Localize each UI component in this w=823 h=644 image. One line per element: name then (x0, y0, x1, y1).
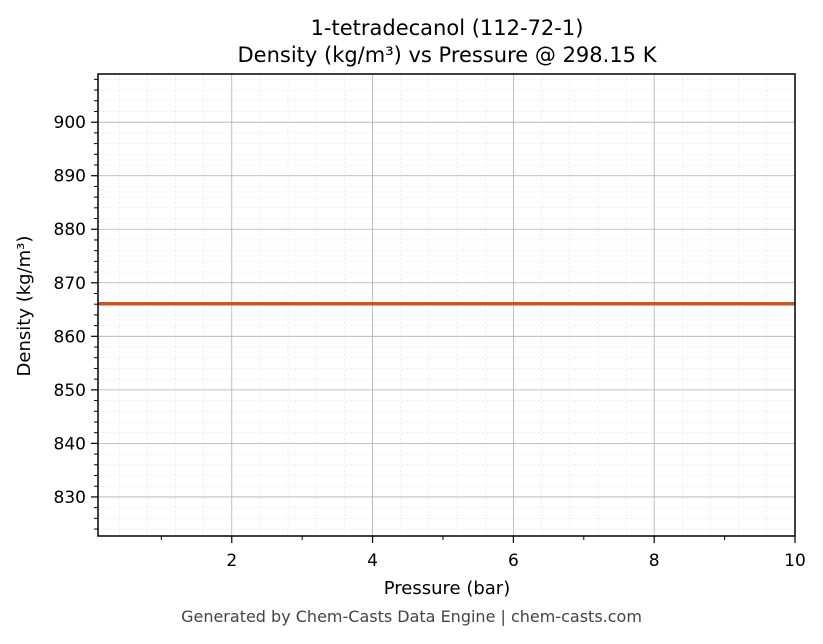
x-tick-label: 4 (367, 551, 378, 571)
y-tick-label: 880 (54, 220, 86, 240)
x-tick-label: 10 (784, 551, 806, 571)
x-tick-label: 2 (226, 551, 237, 571)
chart-title-line1: 1-tetradecanol (112-72-1) (311, 16, 584, 40)
plot-frame (97, 73, 796, 537)
x-tick-label: 6 (508, 551, 519, 571)
x-axis-label: Pressure (bar) (384, 578, 510, 599)
y-tick-label: 860 (54, 327, 86, 347)
chart-title-line2: Density (kg/m³) vs Pressure @ 298.15 K (237, 43, 657, 67)
y-axis-label: Density (kg/m³) (14, 236, 35, 377)
footer-credit: Generated by Chem-Casts Data Engine | ch… (181, 607, 642, 626)
x-tick-labels: 2 4 6 8 10 (226, 551, 805, 571)
y-tick-label: 900 (54, 113, 86, 133)
axis-ticks (91, 78, 796, 543)
y-tick-label: 840 (54, 434, 86, 454)
y-tick-labels: 830 840 850 860 870 880 890 900 (54, 113, 86, 508)
y-tick-label: 890 (54, 167, 86, 187)
x-tick-label: 8 (649, 551, 660, 571)
y-tick-label: 830 (54, 488, 86, 508)
y-tick-label: 870 (54, 274, 86, 294)
y-tick-label: 850 (54, 381, 86, 401)
